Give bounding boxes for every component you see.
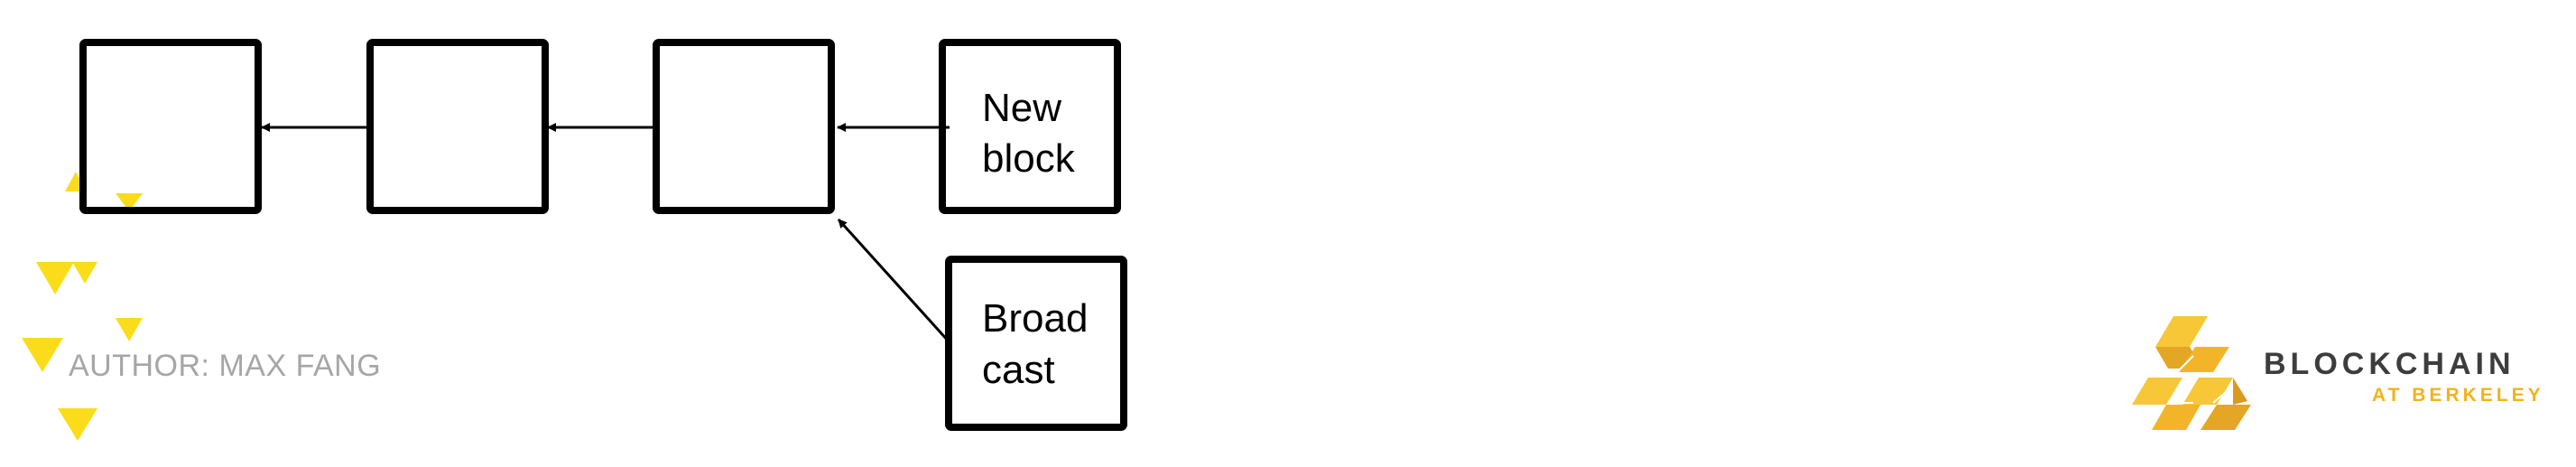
new-block: New block xyxy=(942,42,1117,210)
broadcast-block-label-line-1: Broad xyxy=(982,296,1088,341)
broadcast-block-label-line-2: cast xyxy=(982,348,1055,392)
author-credit: AUTHOR: MAX FANG xyxy=(69,349,381,384)
chain-block-1 xyxy=(83,42,258,210)
new-block-label-line-2: block xyxy=(982,136,1076,181)
new-block-label-line-1: New xyxy=(982,86,1061,130)
blockchain-logo-icon xyxy=(2132,316,2251,430)
chain-block-3 xyxy=(656,42,831,210)
brand-name: BLOCKCHAIN xyxy=(2264,347,2516,381)
broadcast-block: Broad cast xyxy=(949,259,1124,427)
chain-block-2 xyxy=(370,42,545,210)
brand-subtitle: AT BERKELEY xyxy=(2372,385,2544,406)
arrow-broadcast-to-block-3 xyxy=(839,219,949,341)
